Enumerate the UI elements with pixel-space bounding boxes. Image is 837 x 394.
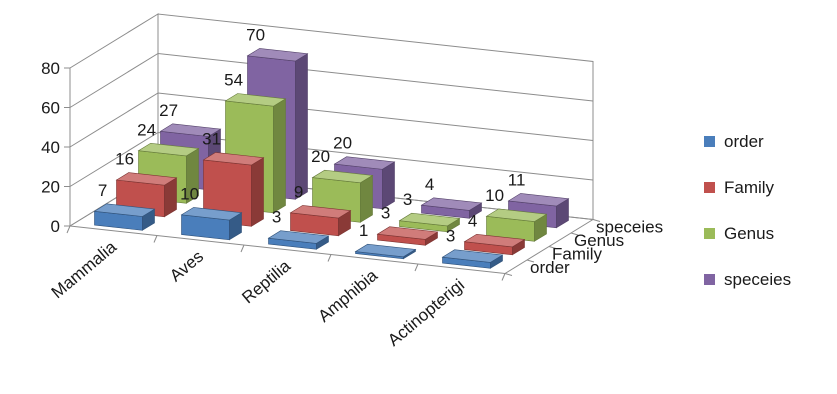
- depth-axis-label: order: [530, 258, 570, 277]
- bar-side-face: [273, 98, 286, 214]
- category-label: Amphibia: [315, 265, 382, 325]
- bar-top-face: [333, 156, 396, 170]
- gridline: [69, 131, 594, 187]
- bar-side-face: [251, 157, 264, 227]
- bar-top-face: [354, 243, 417, 258]
- data-label: 24: [137, 120, 156, 139]
- data-label: 27: [159, 101, 178, 120]
- bar-top-face: [289, 205, 352, 219]
- y-tick-label: 0: [51, 217, 60, 236]
- bar-speceies-amphibia: [420, 197, 483, 219]
- bar-side-face: [360, 174, 373, 223]
- data-label: 20: [333, 134, 352, 153]
- z-tick-mark: [504, 273, 513, 276]
- data-label: 3: [403, 190, 412, 209]
- category-label: Mammalia: [48, 237, 121, 302]
- data-label: 4: [425, 175, 434, 194]
- bar-order-amphibia: [354, 243, 417, 260]
- bar-order-aves: [180, 207, 243, 241]
- bar-side-face: [382, 161, 395, 210]
- category-label: Actinopterigi: [384, 275, 468, 350]
- legend-label-speceies: speceies: [724, 270, 791, 289]
- legend-label-genus: Genus: [724, 224, 774, 243]
- data-label: 54: [224, 71, 243, 90]
- data-label: 20: [311, 147, 330, 166]
- depth-axis-label: Family: [552, 244, 603, 263]
- legend-label-family: Family: [724, 178, 775, 197]
- data-label: 3: [381, 204, 390, 223]
- bar-top-face: [463, 233, 526, 248]
- data-label: 10: [180, 184, 199, 203]
- bar-side-face: [295, 53, 308, 200]
- y-tick-label: 60: [41, 99, 60, 118]
- bar-top-face: [224, 93, 287, 107]
- data-label: 7: [98, 181, 107, 200]
- data-label: 1: [359, 221, 368, 240]
- data-label: 70: [246, 25, 265, 44]
- bar-genus-amphibia: [398, 212, 461, 233]
- bar-family-amphibia: [376, 226, 439, 246]
- x-tick-mark: [327, 254, 332, 262]
- legend-swatch-speceies: [704, 274, 715, 285]
- bar-top-face: [420, 197, 483, 211]
- x-tick-mark: [153, 235, 158, 243]
- z-tick-mark: [592, 219, 601, 222]
- data-label: 4: [468, 211, 477, 230]
- bar-top-face: [93, 203, 156, 217]
- data-label: 16: [115, 150, 134, 169]
- z-tick-mark: [526, 259, 535, 263]
- category-label: Aves: [166, 247, 207, 286]
- bar-top-face: [507, 193, 570, 207]
- bar-genus-actinopterigi: [485, 208, 548, 242]
- bar-order-reptilia: [267, 230, 330, 250]
- x-tick-mark: [501, 273, 506, 281]
- data-label: 9: [294, 182, 303, 201]
- depth-axis-label: Genus: [574, 231, 624, 250]
- data-label: 3: [446, 227, 455, 246]
- legend-label-order: order: [724, 132, 764, 151]
- bar-order-mammalia: [93, 203, 156, 231]
- bar-top-face: [246, 48, 309, 62]
- data-label: 31: [202, 129, 221, 148]
- bar-top-face: [159, 123, 222, 137]
- z-tick-mark: [570, 232, 579, 236]
- x-tick-mark: [414, 263, 419, 272]
- bar-top-face: [376, 226, 439, 240]
- bar-top-face: [398, 212, 461, 227]
- gridline: [69, 92, 594, 148]
- gridline: [69, 52, 594, 108]
- legend-swatch-genus: [704, 228, 715, 239]
- legend-swatch-order: [704, 136, 715, 147]
- legend-swatch-family: [704, 182, 715, 193]
- bar-top-face: [202, 152, 265, 166]
- x-tick-mark: [66, 225, 71, 234]
- x-tick-mark: [240, 244, 245, 253]
- depth-axis-label: speceies: [596, 217, 663, 236]
- bar-top-face: [180, 207, 243, 221]
- data-label: 3: [272, 208, 281, 227]
- bar-top-face: [485, 208, 548, 222]
- bar-top-face: [441, 249, 504, 263]
- y-tick-label: 80: [41, 59, 60, 78]
- bar-top-face: [311, 169, 374, 184]
- z-tick-mark: [548, 246, 557, 249]
- bar-top-face: [137, 142, 200, 157]
- y-tick-label: 20: [41, 178, 60, 197]
- bar-family-actinopterigi: [463, 233, 526, 256]
- bar-top-face: [267, 230, 330, 244]
- data-label: 10: [485, 186, 504, 205]
- bar-top-face: [115, 172, 178, 186]
- bar-order-actinopterigi: [441, 249, 504, 269]
- data-label: 11: [508, 170, 526, 189]
- category-label: Reptilia: [238, 256, 294, 307]
- y-tick-label: 40: [41, 138, 60, 157]
- bar-family-reptilia: [289, 205, 352, 237]
